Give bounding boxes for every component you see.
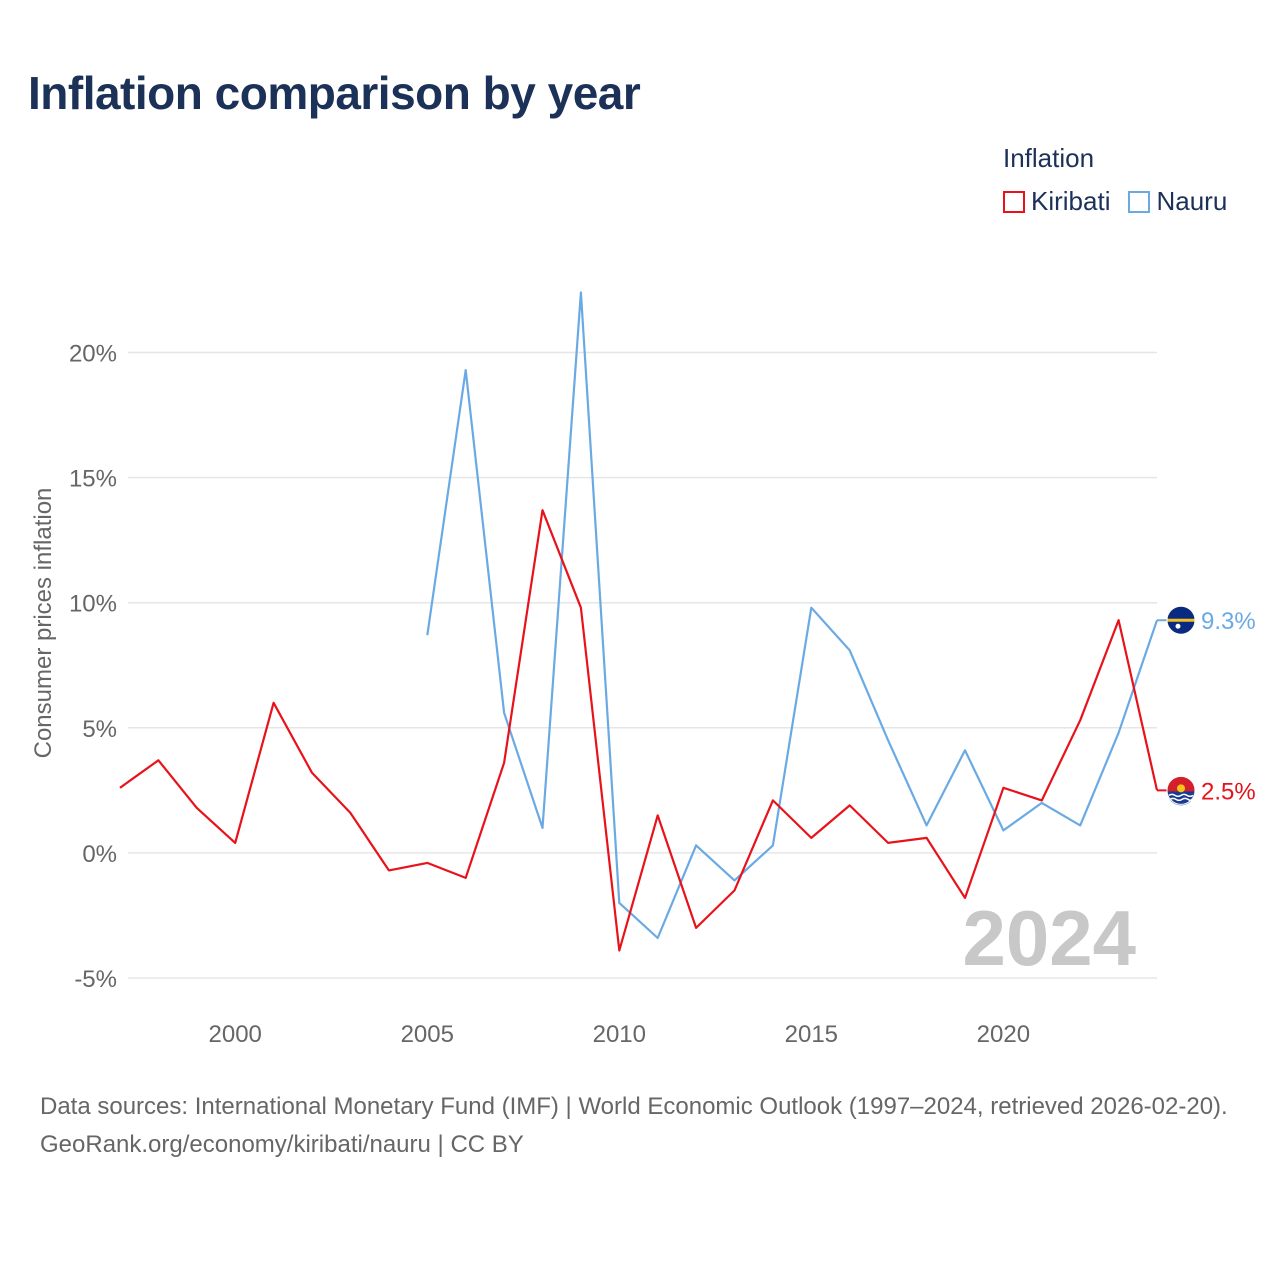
y-tick-label: -5% — [74, 966, 117, 993]
legend: Inflation Kiribati Nauru — [1003, 143, 1227, 217]
footer: Data sources: International Monetary Fun… — [40, 1088, 1250, 1164]
legend-label-kiribati: Kiribati — [1031, 186, 1111, 216]
y-tick-label: 15% — [69, 466, 117, 493]
legend-swatch-kiribati — [1003, 190, 1025, 213]
y-tick-label: 5% — [82, 716, 117, 743]
legend-item-kiribati[interactable]: Kiribati — [1003, 186, 1110, 217]
y-tick-label: 0% — [82, 841, 117, 868]
legend-title: Inflation — [1003, 143, 1095, 173]
series-line-kiribati[interactable] — [119, 509, 1159, 952]
legend-item-nauru[interactable]: Nauru — [1128, 186, 1227, 217]
legend-label-nauru: Nauru — [1156, 186, 1228, 216]
y-tick-label: 10% — [69, 591, 117, 618]
end-labels: 2.5% 9.3% — [1157, 605, 1256, 806]
year-label: 2024 — [962, 894, 1136, 982]
x-tick-label: 2005 — [401, 1021, 454, 1048]
x-tick-label: 2000 — [209, 1021, 262, 1048]
x-tick-label: 2015 — [785, 1021, 838, 1048]
grid-lines — [128, 351, 1157, 979]
end-label-kiribati: 2.5% — [1201, 778, 1256, 805]
x-tick-label: 2010 — [593, 1021, 646, 1048]
line-chart: -5% 0% 5% 10% 15% 20% 2000 2005 2010 2015 2020 Co… — [30, 291, 1256, 1048]
x-axis-ticks: 2000 2005 2010 2015 2020 — [209, 1021, 1031, 1048]
series-line-nauru[interactable] — [426, 291, 1159, 940]
series-lines — [119, 291, 1159, 952]
kiribati-flag-icon — [1166, 775, 1196, 806]
end-label-nauru: 9.3% — [1201, 608, 1256, 635]
y-tick-label: 20% — [69, 341, 117, 368]
credit-link[interactable]: GeoRank.org/economy/kiribati/nauru | CC … — [40, 1131, 524, 1158]
legend-swatch-nauru — [1128, 190, 1151, 213]
x-tick-label: 2020 — [977, 1021, 1030, 1048]
chart-title: Inflation comparison by year — [28, 67, 641, 119]
y-axis-ticks: -5% 0% 5% 10% 15% 20% — [69, 341, 117, 993]
y-axis-label: Consumer prices inflation — [30, 488, 57, 759]
nauru-flag-icon — [1166, 605, 1196, 635]
data-sources: Data sources: International Monetary Fun… — [40, 1093, 1228, 1120]
